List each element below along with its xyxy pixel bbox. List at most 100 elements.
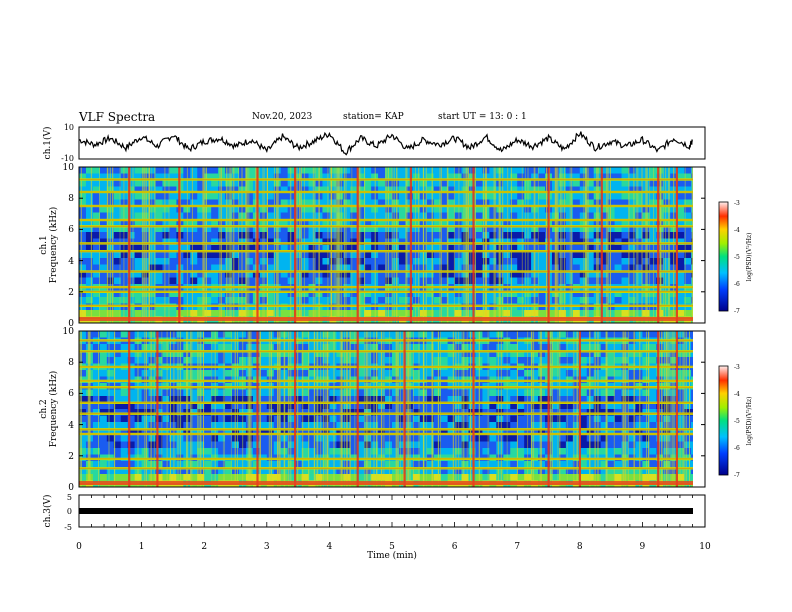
spectrogram-cell bbox=[398, 441, 407, 449]
spectrogram-cell bbox=[287, 232, 295, 239]
spectrogram-cell bbox=[607, 199, 615, 207]
spectrogram-cell bbox=[468, 212, 476, 220]
spectrogram-streak bbox=[154, 167, 156, 323]
spectrogram-cell bbox=[607, 389, 615, 397]
spectrogram-cell bbox=[412, 173, 421, 181]
spectrogram-cell bbox=[447, 193, 455, 200]
spectrogram-cell bbox=[79, 219, 87, 226]
spectrogram-cell bbox=[301, 350, 309, 358]
spectrogram-cell bbox=[350, 251, 358, 259]
spectrogram-streak bbox=[250, 331, 252, 487]
spectrogram-cell bbox=[510, 199, 518, 207]
spectrogram-cell bbox=[127, 167, 135, 174]
spectrogram-cell bbox=[600, 310, 608, 317]
spectrogram-streak bbox=[137, 331, 139, 487]
spectrogram-cell bbox=[412, 461, 421, 468]
spectrogram-cell bbox=[364, 290, 372, 298]
spectrogram-cell bbox=[614, 186, 622, 194]
impulsive-spike bbox=[128, 167, 131, 323]
spectrogram-cell bbox=[287, 180, 295, 187]
spectrogram-cell bbox=[398, 232, 407, 239]
cb1-tick-7: -7 bbox=[734, 308, 740, 315]
spectrogram-cell bbox=[565, 415, 574, 423]
spectrogram-cell bbox=[357, 180, 365, 187]
spectrogram-cell bbox=[656, 344, 664, 351]
spectrogram-cell bbox=[503, 232, 511, 239]
spectrogram-cell bbox=[329, 199, 337, 207]
spectrogram-cell bbox=[127, 441, 135, 449]
spectrogram-cell bbox=[454, 290, 462, 298]
spectrogram-cell bbox=[454, 467, 462, 475]
spectrogram-cell bbox=[106, 357, 115, 364]
spectrogram-cell bbox=[357, 271, 365, 278]
spectrogram-streak bbox=[214, 331, 216, 487]
spectrogram-cell bbox=[426, 461, 435, 468]
spectrogram-cell bbox=[238, 180, 247, 187]
spectrogram-cell bbox=[524, 370, 532, 377]
spectrogram-cell bbox=[461, 264, 469, 272]
spectrogram-cell bbox=[565, 264, 574, 272]
spectrogram-cell bbox=[308, 310, 316, 317]
spectrogram-cell bbox=[79, 186, 87, 194]
spectrogram-cell bbox=[357, 428, 365, 436]
spectrogram-cell bbox=[92, 167, 101, 174]
spectrogram-cell bbox=[120, 331, 128, 338]
spectrogram-cell bbox=[642, 441, 650, 449]
spectrogram-cell bbox=[412, 474, 421, 481]
spectrogram-cell bbox=[468, 344, 476, 351]
spectrogram-cell bbox=[79, 238, 87, 246]
spectrogram-cell bbox=[127, 402, 135, 410]
spectrogram-cell bbox=[218, 402, 226, 410]
spectrogram-streak bbox=[557, 331, 559, 487]
spectrogram-cell bbox=[357, 258, 365, 265]
spectrogram-cell bbox=[211, 290, 219, 298]
spectrogram-streak bbox=[383, 331, 385, 487]
spectrogram-cell bbox=[600, 474, 608, 481]
spectrogram-cell bbox=[294, 219, 302, 226]
spectrogram-cell bbox=[176, 357, 184, 364]
spectrogram-cell bbox=[684, 357, 692, 364]
spectrogram-cell bbox=[614, 474, 622, 481]
spectrogram-cell bbox=[106, 415, 115, 423]
spectrogram-cell bbox=[517, 415, 525, 423]
spectrogram-cell bbox=[329, 225, 337, 233]
spectrogram-cell bbox=[238, 167, 247, 174]
spectrogram-cell bbox=[663, 199, 671, 207]
spectrogram-cell bbox=[92, 173, 101, 181]
spectrogram-cell bbox=[162, 290, 170, 298]
spectrogram-cell bbox=[677, 350, 685, 358]
spectrogram-cell bbox=[364, 219, 372, 226]
spectrogram-cell bbox=[294, 271, 302, 278]
spectrogram-cell bbox=[635, 297, 643, 304]
spectrogram-streak bbox=[613, 331, 615, 487]
spectrogram-cell bbox=[148, 251, 156, 259]
spectrogram-cell bbox=[538, 271, 546, 278]
spectrogram-cell bbox=[204, 258, 212, 265]
spectrogram-cell bbox=[162, 448, 170, 455]
spectrogram-cell bbox=[364, 277, 372, 285]
spectrogram-cell bbox=[454, 396, 462, 403]
spectrogram-cell bbox=[148, 402, 156, 410]
spectrogram-cell bbox=[162, 422, 170, 429]
spectrogram-cell bbox=[405, 180, 414, 187]
xtick-0: 0 bbox=[76, 542, 82, 552]
spectrogram-cell bbox=[329, 441, 337, 449]
spectrogram-cell bbox=[169, 310, 177, 317]
spectrogram-cell bbox=[301, 186, 309, 194]
spectrogram-cell bbox=[461, 350, 469, 358]
spectrogram-cell bbox=[593, 461, 601, 468]
spectrogram-cell bbox=[579, 422, 588, 429]
spectrogram-cell bbox=[176, 396, 184, 403]
spectrogram-cell bbox=[106, 331, 115, 338]
spectrogram-cell bbox=[579, 435, 588, 442]
spectrogram-cell bbox=[628, 245, 636, 252]
spectrogram-cell bbox=[447, 396, 455, 403]
spectrogram-cell bbox=[398, 180, 407, 187]
spectrogram-cell bbox=[343, 212, 351, 220]
spectrogram-cell bbox=[357, 245, 365, 252]
spectrogram-cell bbox=[350, 310, 358, 317]
spectrogram-cell bbox=[308, 271, 316, 278]
spectrogram-cell bbox=[294, 206, 302, 213]
spectrogram-cell bbox=[447, 415, 455, 423]
spectrogram-cell bbox=[614, 331, 622, 338]
